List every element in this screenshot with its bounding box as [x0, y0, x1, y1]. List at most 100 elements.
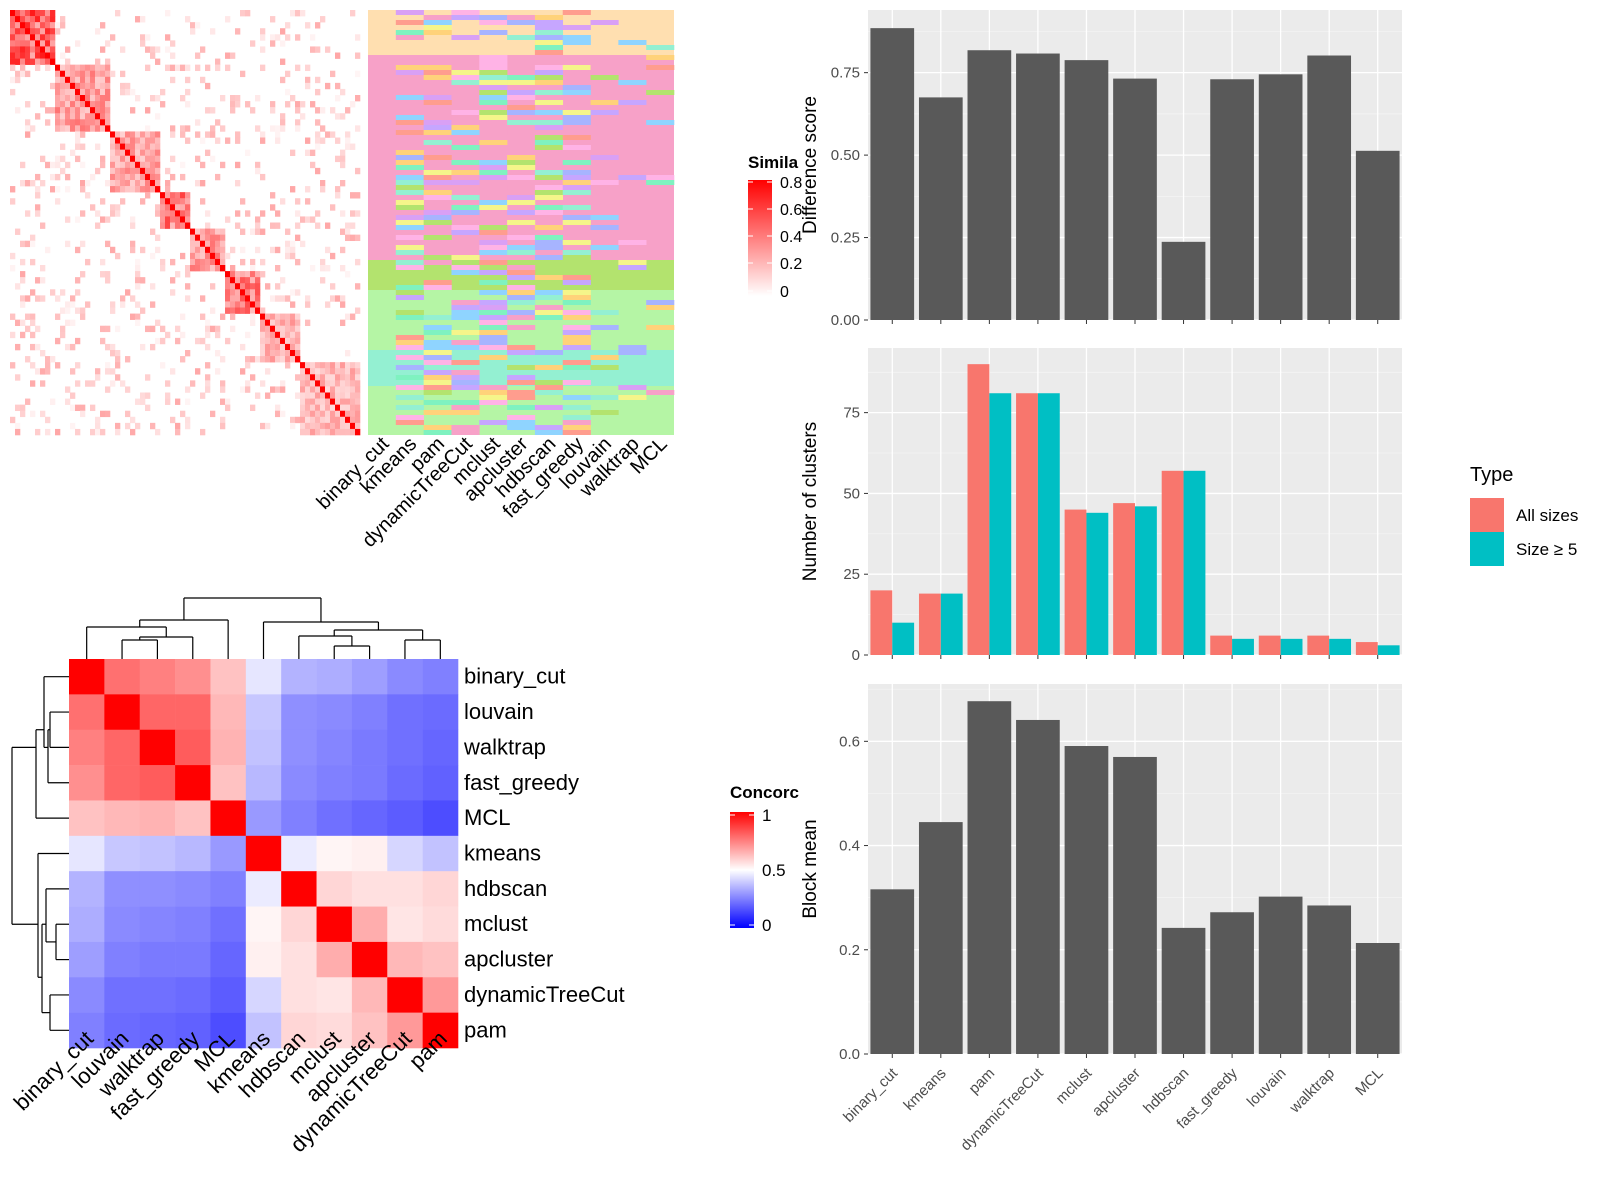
similarity-cell: [275, 386, 281, 393]
membership-cell: [451, 340, 480, 345]
membership-cell: [479, 70, 508, 75]
similarity-cell: [150, 143, 156, 150]
membership-cell: [590, 225, 619, 230]
similarity-cell: [270, 350, 276, 357]
similarity-cell: [70, 368, 76, 375]
similarity-cell: [285, 22, 291, 29]
membership-cell: [451, 345, 480, 350]
similarity-cell: [165, 331, 171, 339]
bar: [1016, 53, 1060, 320]
similarity-cell: [75, 380, 81, 387]
similarity-cell: [135, 16, 141, 23]
similarity-cell: [105, 271, 111, 278]
bar: [870, 28, 915, 320]
similarity-cell: [235, 289, 241, 296]
similarity-cell: [210, 252, 216, 260]
similarity-cell: [330, 295, 336, 302]
concordance-cell: [316, 1012, 353, 1049]
similarity-cell: [355, 416, 361, 424]
similarity-cell: [75, 64, 81, 72]
similarity-cell: [210, 131, 216, 138]
membership-cell: [562, 365, 591, 370]
similarity-cell: [30, 58, 36, 65]
similarity-cell: [260, 64, 266, 72]
concordance-row-label: walktrap: [463, 734, 546, 759]
similarity-cell: [235, 28, 241, 35]
similarity-cell: [105, 107, 111, 114]
similarity-cell: [285, 331, 291, 339]
similarity-cell: [110, 210, 116, 217]
similarity-cell: [35, 22, 41, 29]
similarity-cell: [240, 289, 246, 296]
membership-cell: [562, 175, 591, 180]
similarity-cell: [120, 82, 126, 90]
membership-cell: [534, 50, 564, 55]
similarity-cell: [45, 161, 51, 169]
similarity-cell: [190, 28, 196, 35]
similarity-cell: [165, 64, 171, 72]
membership-cell: [534, 100, 564, 105]
similarity-cell: [290, 246, 296, 254]
similarity-cell: [305, 398, 311, 405]
membership-cell: [534, 195, 564, 200]
similarity-cell: [210, 155, 216, 163]
similarity-cell: [300, 380, 306, 387]
similarity-cell: [265, 337, 271, 345]
similarity-cell: [20, 28, 26, 35]
similarity-cell: [175, 64, 181, 72]
similarity-cell: [20, 70, 26, 78]
similarity-cell: [150, 167, 156, 175]
concordance-cell: [351, 765, 388, 801]
similarity-cell: [330, 404, 336, 412]
similarity-cell: [75, 246, 81, 254]
similarity-cell: [120, 137, 126, 144]
bar: [1280, 638, 1303, 655]
similarity-cell: [145, 149, 151, 157]
similarity-cell: [255, 167, 261, 175]
concordance-cell: [175, 765, 211, 801]
similarity-cell: [240, 258, 246, 266]
similarity-cell: [15, 107, 21, 114]
type-legend-label-all: All sizes: [1516, 506, 1578, 525]
similarity-cell: [30, 240, 36, 248]
similarity-cell: [350, 210, 356, 217]
similarity-cell: [100, 325, 106, 333]
membership-cell: [507, 15, 536, 20]
similarity-cell: [110, 70, 116, 78]
similarity-cell: [140, 392, 146, 399]
similarity-cell: [240, 198, 246, 205]
similarity-cell: [220, 416, 226, 424]
membership-cell: [507, 130, 536, 135]
similarity-cell: [355, 374, 361, 381]
similarity-cell: [260, 380, 266, 387]
type-legend-label-size5: Size ≥ 5: [1516, 540, 1577, 559]
similarity-cell: [195, 252, 201, 260]
similarity-cell: [180, 222, 186, 229]
similarity-cell: [155, 137, 161, 144]
similarity-cell: [215, 258, 221, 266]
membership-cell: [507, 415, 536, 420]
similarity-cell: [270, 107, 276, 114]
similarity-cell: [50, 58, 56, 65]
similarity-cell: [10, 16, 16, 23]
similarity-cell: [305, 392, 311, 399]
similarity-cell: [320, 125, 326, 132]
similarity-cell: [280, 119, 286, 126]
similarity-cell: [350, 416, 356, 424]
similarity-cell: [335, 362, 341, 369]
similarity-cell: [70, 95, 76, 102]
similarity-cell: [315, 398, 321, 405]
similarity-cell: [45, 40, 51, 47]
membership-cell: [507, 35, 536, 40]
similarity-cell: [175, 210, 181, 217]
similarity-cell: [345, 380, 351, 387]
similarity-cell: [105, 119, 111, 126]
similarity-cell: [305, 386, 311, 393]
similarity-cell: [60, 331, 66, 339]
similarity-legend-ticks: 0.80.60.40.20: [748, 175, 802, 301]
membership-cell: [507, 365, 536, 370]
concordance-cell: [69, 871, 105, 907]
bar: [1258, 896, 1303, 1054]
membership-cell: [395, 160, 424, 165]
